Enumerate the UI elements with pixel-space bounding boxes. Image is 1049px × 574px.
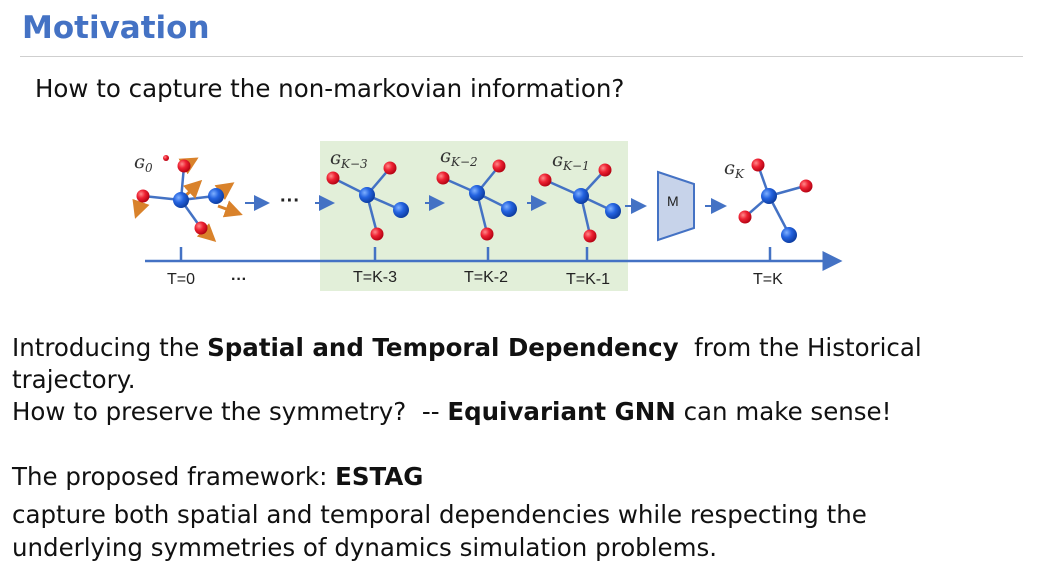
molecule-gk-2: [436, 159, 517, 241]
graph-label-g0: ɢ0: [134, 151, 153, 175]
timeline-ticks: [179, 247, 772, 261]
model-label: M: [667, 193, 679, 209]
graph-label-gk3: ɢK−3: [330, 147, 368, 171]
timeline-label-tk: T=K: [753, 271, 783, 288]
title-divider: [20, 56, 1023, 57]
molecule-g0: [132, 155, 243, 243]
molecule-gk-1: [538, 163, 621, 243]
timeline-label-t0: T=0: [167, 271, 195, 288]
molecule-gk: [738, 158, 813, 243]
body-line-6: underlying symmetries of dynamics simula…: [12, 533, 718, 562]
timeline-label-tk1: T=K-1: [566, 271, 610, 288]
graph-label-gk1: ɢK−1: [552, 149, 590, 173]
slide-title: Motivation: [22, 10, 210, 46]
emphasis-equivariant-gnn: Equivariant GNN: [447, 397, 676, 426]
molecule-gk-3: [326, 161, 409, 241]
sequence-dots: ···: [280, 190, 300, 212]
timeline-dots: ···: [231, 271, 247, 288]
timeline-label-tk3: T=K-3: [353, 269, 397, 286]
model-block: [657, 170, 695, 242]
emphasis-spatial-temporal: Spatial and Temporal Dependency: [207, 333, 679, 362]
flow-arrows: [245, 195, 727, 214]
question-text: How to capture the non-markovian informa…: [35, 74, 625, 103]
emphasis-estag: ESTAG: [335, 462, 424, 491]
body-line-4: The proposed framework: ESTAG: [12, 462, 424, 491]
body-line-2: trajectory.: [12, 365, 136, 394]
graph-label-gk: ɢK: [724, 157, 745, 181]
graph-label-gk2: ɢK−2: [440, 145, 478, 169]
body-line-3: How to preserve the symmetry? -- Equivar…: [12, 397, 892, 426]
body-line-5: capture both spatial and temporal depend…: [12, 500, 867, 529]
timeline-label-tk2: T=K-2: [464, 269, 508, 286]
body-line-1: Introducing the Spatial and Temporal Dep…: [12, 333, 922, 362]
